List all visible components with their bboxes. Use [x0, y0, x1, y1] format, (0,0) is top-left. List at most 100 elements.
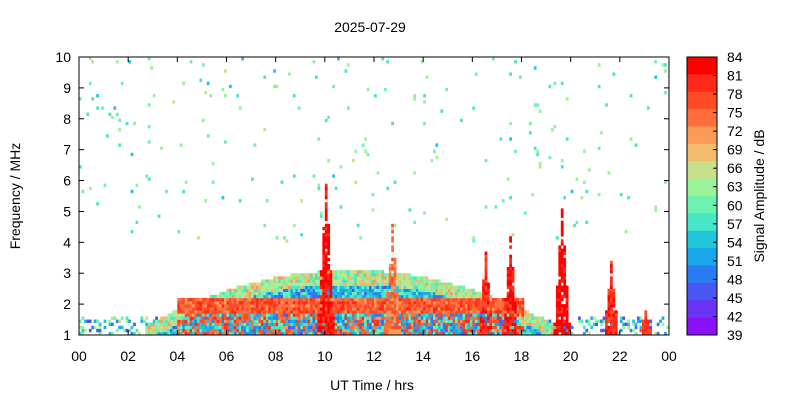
heatmap-cell: [467, 322, 471, 327]
heatmap-cell: [420, 282, 424, 286]
heatmap-cell: [342, 310, 345, 314]
heatmap-cell: [361, 331, 365, 336]
heatmap-cell: [474, 291, 478, 296]
heatmap-cell: [511, 304, 515, 308]
heatmap-cell: [521, 325, 525, 330]
heatmap-cell: [285, 319, 289, 323]
heatmap-cell: [344, 270, 348, 274]
heatmap-cell: [551, 325, 554, 330]
heatmap-cell: [354, 276, 358, 280]
heatmap-cell: [310, 297, 313, 302]
heatmap-cell: [283, 304, 286, 308]
heatmap-cell: [391, 313, 394, 317]
heatmap-cell: [418, 279, 422, 283]
heatmap-cell: [644, 316, 648, 320]
heatmap-cell: [371, 328, 375, 333]
heatmap-cell: [246, 325, 249, 330]
heatmap-cell: [607, 325, 611, 330]
heatmap-cell: [197, 297, 200, 302]
heatmap-cell: [536, 316, 540, 320]
heatmap-cell: [391, 285, 394, 289]
heatmap-cell: [388, 270, 392, 274]
heatmap-cell: [273, 282, 276, 286]
heatmap-cell: [346, 319, 350, 323]
heatmap-cell: [305, 285, 308, 289]
heatmap-cell: [285, 304, 289, 308]
heatmap-cell: [359, 301, 363, 305]
heatmap-cell: [356, 223, 360, 228]
heatmap-cell: [334, 273, 338, 277]
heatmap-cell: [270, 310, 274, 314]
heatmap-cell: [283, 297, 286, 302]
heatmap-cell: [361, 316, 365, 320]
heatmap-cell: [297, 297, 301, 302]
heatmap-cell: [484, 267, 488, 271]
heatmap-cell: [548, 325, 552, 330]
heatmap-cell: [482, 297, 485, 302]
heatmap-cell: [312, 331, 316, 336]
heatmap-cell: [319, 285, 323, 289]
heatmap-cell: [607, 319, 611, 323]
heatmap-cell: [366, 288, 370, 293]
heatmap-cell: [423, 322, 426, 327]
heatmap-cell: [418, 294, 422, 299]
heatmap-cell: [366, 297, 370, 302]
heatmap-cell: [241, 313, 245, 317]
heatmap-cell: [305, 291, 308, 296]
heatmap-cell: [511, 307, 515, 311]
heatmap-cell: [351, 319, 355, 323]
heatmap-cell: [398, 276, 402, 280]
heatmap-cell: [393, 322, 397, 327]
heatmap-cell: [305, 322, 308, 327]
heatmap-cell: [342, 282, 345, 286]
heatmap-cell: [246, 313, 249, 317]
heatmap-cell: [307, 325, 311, 330]
heatmap-cell: [585, 189, 589, 194]
heatmap-cell: [265, 325, 269, 330]
heatmap-cell: [452, 331, 456, 336]
heatmap-cell: [354, 282, 358, 286]
heatmap-cell: [494, 301, 498, 305]
heatmap-cell: [290, 288, 294, 293]
heatmap-cell: [342, 331, 345, 336]
heatmap-cell: [455, 291, 458, 296]
heatmap-cell: [354, 149, 358, 154]
heatmap-cell: [315, 288, 318, 293]
heatmap-cell: [393, 319, 397, 323]
heatmap-cell: [349, 282, 353, 286]
heatmap-cell: [120, 316, 124, 320]
heatmap-cell: [297, 307, 301, 311]
heatmap-cell: [460, 294, 463, 299]
heatmap-cell: [433, 282, 436, 286]
heatmap-cell: [268, 291, 272, 296]
heatmap-cell: [319, 322, 323, 327]
heatmap-cell: [312, 285, 316, 289]
heatmap-cell: [506, 316, 510, 320]
heatmap-cell: [179, 310, 183, 314]
heatmap-cell: [246, 291, 249, 296]
heatmap-cell: [219, 297, 222, 302]
heatmap-cell: [354, 294, 358, 299]
heatmap-cell: [243, 331, 247, 336]
heatmap-cell: [145, 325, 149, 330]
heatmap-cell: [142, 319, 146, 323]
heatmap-cell: [371, 331, 375, 336]
heatmap-cell: [393, 279, 397, 283]
heatmap-cell: [565, 313, 569, 317]
heatmap-cell: [332, 307, 335, 311]
heatmap-cell: [664, 90, 667, 95]
heatmap-cell: [585, 319, 589, 323]
heatmap-cell: [612, 297, 616, 302]
heatmap-cell: [167, 325, 171, 330]
heatmap-cell: [169, 313, 173, 317]
heatmap-cell: [381, 273, 385, 277]
heatmap-cell: [423, 291, 426, 296]
heatmap-cell: [509, 294, 512, 299]
heatmap-cell: [371, 288, 375, 293]
heatmap-cell: [346, 322, 350, 327]
heatmap-cell: [364, 328, 367, 333]
heatmap-cell: [435, 319, 439, 323]
heatmap-cell: [346, 297, 350, 302]
heatmap-cell: [322, 319, 326, 323]
heatmap-cell: [555, 288, 559, 293]
